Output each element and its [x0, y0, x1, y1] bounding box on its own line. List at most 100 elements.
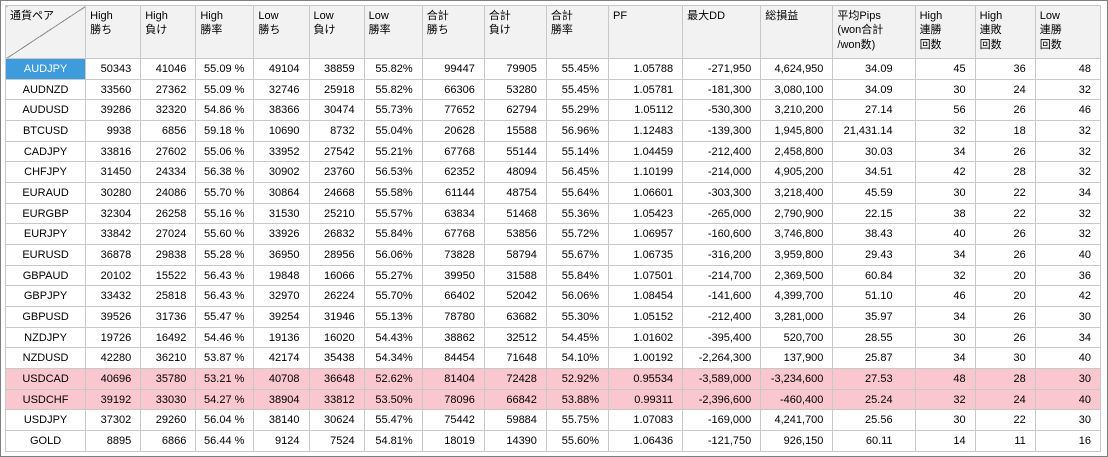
cell-high-consec-wins[interactable]: 30 [914, 409, 976, 432]
cell-low-consec-wins[interactable]: 42 [1034, 285, 1102, 308]
cell-high-consec-losses[interactable]: 26 [974, 306, 1036, 328]
cell-low-winrate[interactable]: 55.82% [363, 58, 423, 80]
cell-low-win[interactable]: 39254 [253, 306, 310, 328]
cell-total-lose[interactable]: 32512 [483, 326, 547, 349]
cell-high-consec-losses[interactable]: 22 [974, 182, 1036, 204]
cell-total-win[interactable]: 66402 [421, 285, 485, 308]
cell-low-consec-wins[interactable]: 32 [1034, 161, 1102, 184]
cell-high-consec-wins[interactable]: 30 [914, 78, 976, 101]
cell-total-winrate[interactable]: 55.45% [545, 58, 610, 80]
cell-high-winrate[interactable]: 55.06 % [195, 140, 255, 163]
cell-high-winrate[interactable]: 55.09 % [195, 78, 255, 101]
column-header-high-winrate[interactable]: High 勝率 [195, 5, 255, 59]
cell-low-win[interactable]: 33926 [253, 223, 310, 246]
cell-high-winrate[interactable]: 55.47 % [195, 306, 255, 328]
cell-high-consec-wins[interactable]: 34 [914, 306, 976, 328]
cell-high-lose[interactable]: 27362 [140, 78, 197, 101]
cell-low-consec-wins[interactable]: 40 [1034, 388, 1102, 411]
cell-low-lose[interactable]: 25210 [308, 202, 365, 225]
cell-total-winrate[interactable]: 56.06% [545, 285, 610, 308]
cell-low-win[interactable]: 9124 [253, 430, 310, 452]
column-header-high-win[interactable]: High 勝ち [85, 5, 142, 59]
cell-avg-pips[interactable]: 28.55 [832, 326, 916, 349]
cell-high-win[interactable]: 33816 [85, 140, 142, 163]
cell-total-lose[interactable]: 48094 [483, 161, 547, 184]
cell-high-winrate[interactable]: 54.86 % [195, 99, 255, 122]
cell-pf[interactable]: 1.05152 [608, 306, 684, 328]
cell-high-winrate[interactable]: 53.21 % [195, 368, 255, 390]
cell-total-winrate[interactable]: 55.29% [545, 99, 610, 122]
cell-total-win[interactable]: 67768 [421, 140, 485, 163]
cell-low-winrate[interactable]: 52.62% [363, 368, 423, 390]
cell-low-win[interactable]: 38366 [253, 99, 310, 122]
cell-pf[interactable]: 1.06601 [608, 182, 684, 204]
cell-high-consec-losses[interactable]: 28 [974, 161, 1036, 184]
cell-low-winrate[interactable]: 55.21% [363, 140, 423, 163]
cell-high-win[interactable]: 39286 [85, 99, 142, 122]
cell-avg-pips[interactable]: 21,431.14 [832, 120, 916, 142]
cell-total-pl[interactable]: 2,790,900 [760, 202, 834, 225]
cell-total-lose[interactable]: 58794 [483, 244, 547, 266]
cell-high-consec-wins[interactable]: 45 [914, 58, 976, 80]
cell-low-consec-wins[interactable]: 32 [1034, 202, 1102, 225]
cell-avg-pips[interactable]: 22.15 [832, 202, 916, 225]
cell-pair[interactable]: GBPAUD [4, 264, 87, 287]
cell-total-lose[interactable]: 71648 [483, 347, 547, 370]
cell-low-win[interactable]: 30864 [253, 182, 310, 204]
cell-low-lose[interactable]: 28956 [308, 244, 365, 266]
cell-high-winrate[interactable]: 56.44 % [195, 430, 255, 452]
cell-low-lose[interactable]: 16020 [308, 326, 365, 349]
cell-low-win[interactable]: 19136 [253, 326, 310, 349]
cell-pf[interactable]: 1.06957 [608, 223, 684, 246]
cell-total-win[interactable]: 39950 [421, 264, 485, 287]
cell-pf[interactable]: 0.99311 [608, 388, 684, 411]
cell-pf[interactable]: 1.06735 [608, 244, 684, 266]
cell-low-win[interactable]: 30902 [253, 161, 310, 184]
cell-pair[interactable]: USDCAD [4, 368, 87, 390]
cell-low-winrate[interactable]: 55.70% [363, 285, 423, 308]
cell-pf[interactable]: 1.07501 [608, 264, 684, 287]
cell-max-dd[interactable]: -169,000 [682, 409, 762, 432]
cell-high-win[interactable]: 33842 [85, 223, 142, 246]
cell-low-win[interactable]: 32970 [253, 285, 310, 308]
cell-high-winrate[interactable]: 55.70 % [195, 182, 255, 204]
cell-high-consec-losses[interactable]: 26 [974, 99, 1036, 122]
cell-avg-pips[interactable]: 45.59 [832, 182, 916, 204]
column-header-high-lose[interactable]: High 負け [140, 5, 197, 59]
cell-high-win[interactable]: 32304 [85, 202, 142, 225]
cell-high-consec-wins[interactable]: 38 [914, 202, 976, 225]
column-header-low-lose[interactable]: Low 負け [308, 5, 365, 59]
cell-total-lose[interactable]: 72428 [483, 368, 547, 390]
cell-total-win[interactable]: 73828 [421, 244, 485, 266]
cell-pf[interactable]: 1.05788 [608, 58, 684, 80]
cell-avg-pips[interactable]: 27.53 [832, 368, 916, 390]
cell-total-lose[interactable]: 14390 [483, 430, 547, 452]
cell-pf[interactable]: 1.12483 [608, 120, 684, 142]
cell-high-consec-wins[interactable]: 34 [914, 347, 976, 370]
cell-max-dd[interactable]: -141,600 [682, 285, 762, 308]
cell-total-lose[interactable]: 53280 [483, 78, 547, 101]
cell-high-lose[interactable]: 33030 [140, 388, 197, 411]
cell-high-win[interactable]: 19726 [85, 326, 142, 349]
cell-max-dd[interactable]: -530,300 [682, 99, 762, 122]
cell-high-lose[interactable]: 26258 [140, 202, 197, 225]
cell-pair[interactable]: AUDNZD [4, 78, 87, 101]
cell-pf[interactable]: 1.05423 [608, 202, 684, 225]
cell-pair[interactable]: EURJPY [4, 223, 87, 246]
cell-total-winrate[interactable]: 55.45% [545, 78, 610, 101]
cell-total-lose[interactable]: 59884 [483, 409, 547, 432]
cell-low-winrate[interactable]: 56.53% [363, 161, 423, 184]
cell-pf[interactable]: 1.07083 [608, 409, 684, 432]
cell-high-lose[interactable]: 32320 [140, 99, 197, 122]
cell-avg-pips[interactable]: 60.11 [832, 430, 916, 452]
column-header-low-win[interactable]: Low 勝ち [253, 5, 310, 59]
cell-high-lose[interactable]: 36210 [140, 347, 197, 370]
cell-high-consec-losses[interactable]: 28 [974, 368, 1036, 390]
column-header-max-dd[interactable]: 最大DD [682, 5, 762, 59]
cell-total-lose[interactable]: 79905 [483, 58, 547, 80]
cell-low-win[interactable]: 36950 [253, 244, 310, 266]
cell-high-consec-wins[interactable]: 30 [914, 182, 976, 204]
cell-high-lose[interactable]: 31736 [140, 306, 197, 328]
cell-low-win[interactable]: 38140 [253, 409, 310, 432]
cell-pair[interactable]: GOLD [4, 430, 87, 452]
